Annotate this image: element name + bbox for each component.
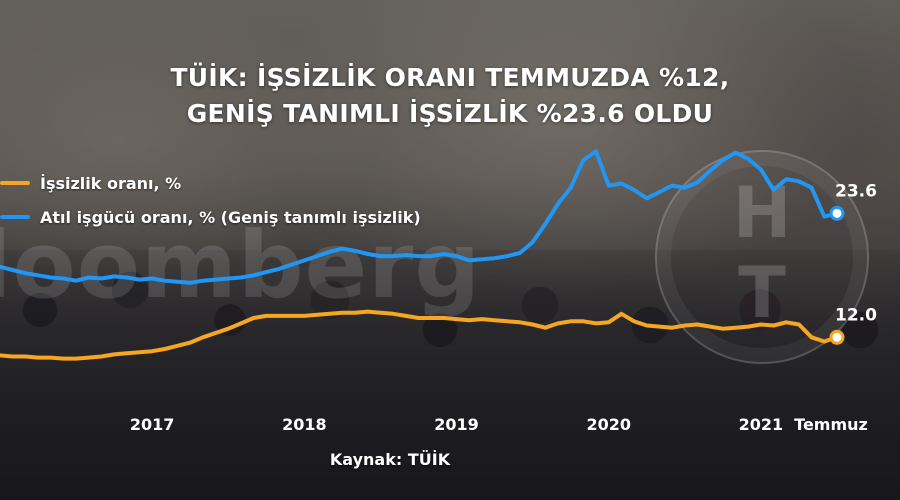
x-tick-label-2020: 2020 bbox=[586, 415, 631, 434]
x-tick-label-2021: 2021 bbox=[739, 415, 784, 434]
series-line-unemployment bbox=[0, 309, 839, 361]
end-label-broad-unemployment: 23.6 bbox=[835, 181, 877, 201]
ht-logo-t: T bbox=[738, 252, 786, 334]
legend-swatch-broad-unemployment bbox=[0, 215, 30, 219]
legend-item-broad-unemployment: Atıl işgücü oranı, % (Geniş tanımlı işsi… bbox=[0, 202, 421, 232]
chart-title: TÜİK: İŞSİZLİK ORANI TEMMUZDA %12, GENİŞ… bbox=[0, 60, 900, 132]
legend-item-unemployment: İşsizlik oranı, % bbox=[0, 168, 421, 198]
x-tick-label-2019: 2019 bbox=[434, 415, 479, 434]
legend: İşsizlik oranı, % Atıl işgücü oranı, % (… bbox=[0, 168, 421, 236]
end-label-unemployment: 12.0 bbox=[835, 305, 877, 325]
x-tick-label-2017: 2017 bbox=[130, 415, 175, 434]
source-label: Kaynak: TÜİK bbox=[329, 450, 451, 469]
x-tick-label-2018: 2018 bbox=[282, 415, 327, 434]
bloomberg-watermark: loomberg bbox=[0, 212, 482, 319]
chart-title-line-1: TÜİK: İŞSİZLİK ORANI TEMMUZDA %12, bbox=[170, 63, 730, 92]
x-tick-label-temmuz: Temmuz bbox=[794, 415, 868, 434]
ht-logo-watermark: H T bbox=[655, 150, 869, 364]
legend-label-unemployment: İşsizlik oranı, % bbox=[40, 173, 182, 193]
series-line-broad-unemployment bbox=[0, 149, 839, 285]
chart-title-line-2: GENİŞ TANIMLI İŞSİZLİK %23.6 OLDU bbox=[186, 99, 714, 128]
end-point-broad-unemployment bbox=[829, 205, 845, 221]
end-point-unemployment bbox=[829, 329, 845, 345]
legend-swatch-unemployment bbox=[0, 181, 30, 185]
legend-label-broad-unemployment: Atıl işgücü oranı, % (Geniş tanımlı işsi… bbox=[40, 207, 421, 227]
